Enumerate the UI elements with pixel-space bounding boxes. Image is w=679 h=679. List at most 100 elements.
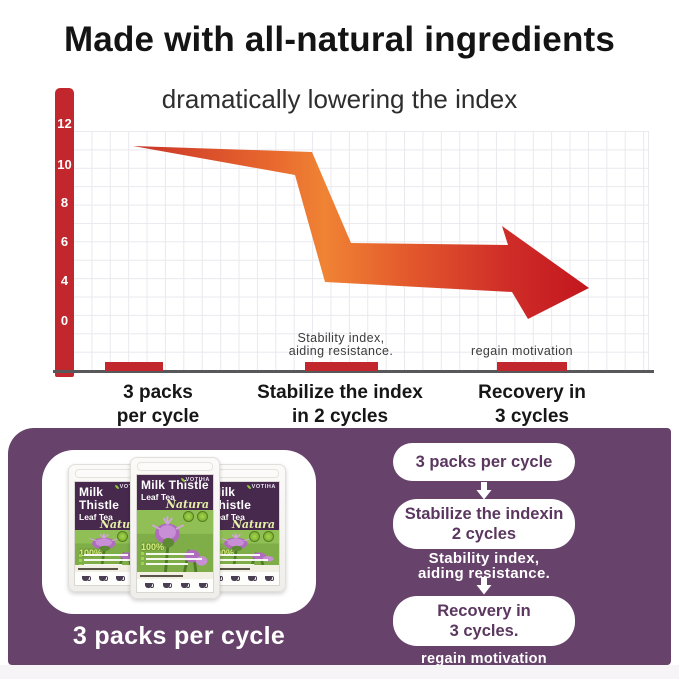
brand-name: VOTIHA [251,484,276,490]
leaf-icon [246,485,251,489]
page-title: Made with all-natural ingredients [63,20,616,59]
brand-logo: VOTIHA [180,477,210,483]
y-tick: 12 [57,116,72,131]
flow-step-line: Stabilize the indexin [404,505,564,523]
x-label-line: 3 cycles [495,406,569,427]
x-tick-bar [497,362,567,371]
flow-step-line: 2 cycles [451,525,517,543]
teacup-icon [248,576,257,581]
x-tick-bar [305,362,378,371]
seal-badge-icon [117,531,128,542]
flow-step-3: Recovery in 3 cycles. [393,596,575,646]
arrow-down-icon [476,577,492,595]
pouch-seal [137,462,213,471]
brand-logo: VOTIHA [246,484,276,490]
teacup-icon [231,576,240,581]
arrow-down-icon [476,482,492,500]
x-label-line: in 2 cycles [291,406,389,427]
bullet-line [141,552,202,556]
product-script: Natura [231,518,275,531]
seal-badge-icon [263,531,274,542]
annotation-line: regain motivation [471,344,573,358]
product-name: Milk Thistle [79,485,120,512]
cycle-flowchart: 3 packs per cycle Stabilize the indexin … [393,428,575,666]
leaf-icon [114,485,119,489]
brew-icons-row [75,572,147,585]
x-label-line: per cycle [116,406,200,427]
flow-step-line: 3 packs per cycle [415,453,553,471]
flow-note-line: aiding resistance. [417,564,551,582]
flow-step-line: Recovery in [437,602,531,620]
chart-annotation-stability: Stability index, aiding resistance. [241,332,441,358]
chart-annotation-motivation: regain motivation [432,345,612,358]
bullet-line [141,557,202,561]
x-label-line: 3 packs [123,382,193,403]
teacup-icon [82,576,91,581]
pack-caption: 3 packs per cycle [72,622,286,650]
flow-note-motivation: regain motivation [385,652,583,667]
product-subname: Leaf Tea [211,512,245,522]
x-axis-label-1: 3 packs per cycle [78,381,238,429]
y-tick: 6 [60,234,69,249]
x-label-line: Recovery in [478,382,586,403]
netweight-strip [207,565,279,572]
y-tick: 10 [57,157,72,172]
label-badges [183,511,208,522]
flow-step-line: 3 cycles. [449,622,519,640]
product-card: VOTIHA Milk Thistle Leaf Tea Natura [42,450,316,614]
label-badges [249,531,274,542]
seal-badge-icon [197,511,208,522]
x-tick-bar [105,362,163,371]
teacup-icon [144,583,154,588]
teacup-icon [198,583,208,588]
brand-name: VOTIHA [185,477,210,483]
thistle-photo: 100% [137,510,213,572]
label-bullets [141,552,202,566]
annotation-line: Stability index, [297,331,385,345]
bottom-margin [0,665,679,679]
bullet-line [79,553,136,557]
downtrend-arrow-icon [133,146,589,319]
x-axis-label-2: Stabilize the index in 2 cycles [250,381,430,429]
flow-note-stability: Stability index, aiding resistance. [385,550,583,582]
y-tick: 4 [60,273,69,288]
teacup-icon [116,576,125,581]
bottom-panel: VOTIHA Milk Thistle Leaf Tea Natura [8,428,671,666]
bullet-line [79,563,136,565]
label-header: VOTIHA Milk Thistle Leaf Tea Natura [137,475,213,522]
flow-step-2: Stabilize the indexin 2 cycles [393,499,575,549]
x-label-line: Stabilize the index [257,382,423,403]
product-name: Milk Thistle [141,478,209,492]
badge-100: 100% [141,542,165,553]
label-bullets [79,553,136,565]
flow-note-line: regain motivation [421,651,547,667]
y-tick: 0 [60,313,69,328]
seal-badge-icon [183,511,194,522]
y-axis-bar: 12 10 8 6 4 0 [55,88,74,377]
badge-100: 100% [211,548,235,559]
netweight-strip [137,572,213,579]
chart-subtitle: dramatically lowering the index [161,84,518,114]
flow-step-1: 3 packs per cycle [393,443,575,481]
seal-badge-icon [249,531,260,542]
badge-100: 100% [79,548,103,559]
netweight-strip [75,565,147,572]
bullet-line [79,558,136,562]
product-script: Natura [165,498,209,511]
bullet-line [141,562,202,566]
flow-note-line: Stability index, [428,550,540,567]
brew-icons-row [207,572,279,585]
product-subname: Leaf Tea [141,492,175,502]
x-axis-label-3: Recovery in 3 cycles [452,381,612,429]
product-pouch-front: VOTIHA Milk Thistle Leaf Tea Natura [130,457,220,599]
leaf-icon [180,478,185,482]
teacup-icon [180,583,190,588]
x-axis-line [53,370,654,373]
teacup-icon [265,576,274,581]
product-subname: Leaf Tea [79,512,113,522]
teacup-icon [162,583,172,588]
annotation-line: aiding resistance. [288,344,394,358]
teacup-icon [99,576,108,581]
pouch-label: VOTIHA Milk Thistle Leaf Tea Natura [136,474,214,593]
